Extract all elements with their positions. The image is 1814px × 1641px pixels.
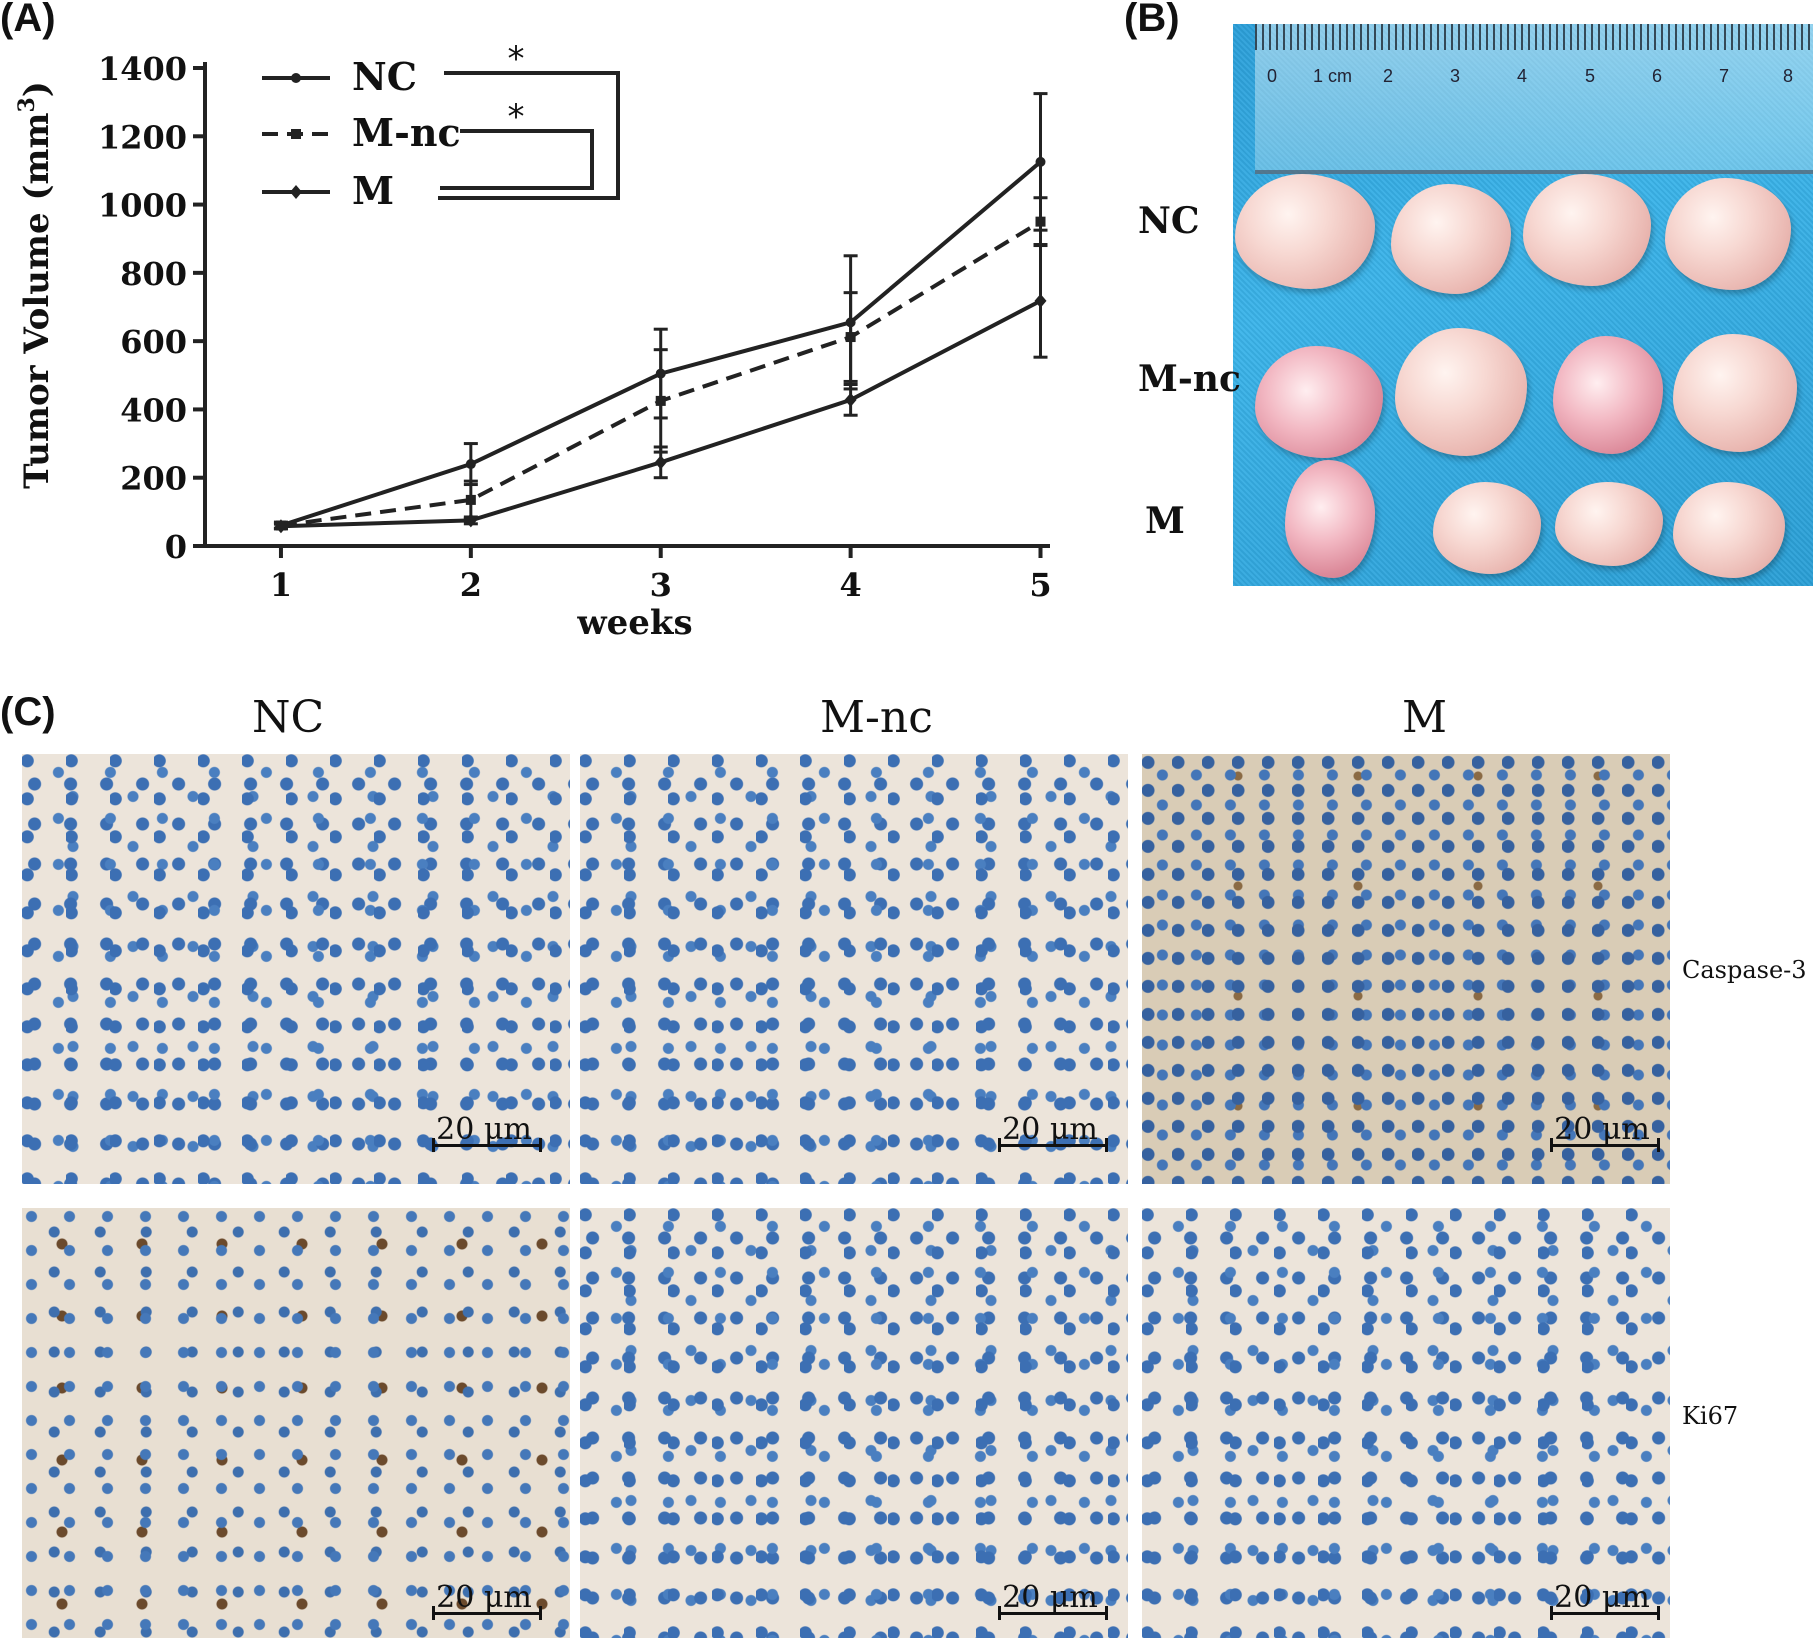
tumor-m-4 — [1673, 482, 1785, 578]
tumor-mnc-4 — [1673, 334, 1797, 452]
x-tick-label: 1 — [270, 566, 292, 604]
data-point — [655, 395, 666, 406]
tumor-mnc-3 — [1553, 336, 1663, 454]
y-axis-label-close: ) — [17, 81, 57, 97]
legend-label: M — [352, 168, 394, 213]
scale-bar-label: 20 μm — [436, 1580, 532, 1615]
data-point — [465, 459, 476, 470]
significance-bracket-mnc-m — [440, 129, 594, 190]
ihc-image-ki67-nc: 20 μm — [22, 1208, 570, 1638]
ruler: 0 1 cm 2 3 4 5 6 7 8 — [1255, 24, 1813, 174]
significance-bracket-nc-m — [438, 71, 620, 200]
photo-row-label-m: M — [1145, 500, 1185, 542]
tumor-photo: 0 1 cm 2 3 4 5 6 7 8 — [1233, 24, 1813, 586]
panel-letter-a: (A) — [0, 0, 56, 40]
ihc-image-caspase3-mnc: 20 μm — [580, 754, 1128, 1184]
series-m — [273, 243, 1048, 534]
legend-marker — [290, 185, 302, 199]
x-axis-label: weeks — [576, 603, 692, 643]
y-tick-label: 0 — [165, 528, 187, 566]
y-tick-label: 400 — [120, 391, 187, 429]
data-point — [845, 332, 856, 343]
tumor-m-3 — [1555, 482, 1663, 566]
tumor-m-1 — [1285, 460, 1375, 578]
ruler-label: 4 — [1517, 66, 1528, 86]
tumor-nc-1 — [1235, 174, 1375, 289]
scale-bar — [1550, 1606, 1660, 1620]
ihc-header-mnc: M-nc — [820, 692, 933, 743]
scale-bar-label: 20 μm — [1554, 1580, 1650, 1615]
scale-bar-label: 20 μm — [1554, 1112, 1650, 1147]
y-tick-label: 1400 — [98, 50, 187, 88]
ihc-image-ki67-mnc: 20 μm — [580, 1208, 1128, 1638]
significance-star: * — [508, 97, 525, 137]
y-tick-label: 200 — [120, 460, 187, 498]
ruler-label: 0 — [1267, 66, 1278, 86]
scale-bar — [998, 1606, 1108, 1620]
scale-bar — [432, 1606, 542, 1620]
tumor-nc-3 — [1523, 174, 1651, 286]
ruler-label: 2 — [1383, 66, 1394, 86]
x-tick-label: 3 — [650, 566, 672, 604]
data-point — [274, 519, 287, 534]
tumor-volume-chart: 0 200 400 600 800 1000 1200 1400 1 2 3 4 5 NC M-nc M * *… — [14, 39, 1052, 643]
chart-series — [273, 92, 1048, 534]
legend-label: NC — [352, 54, 417, 99]
ruler-label: 6 — [1652, 66, 1663, 86]
scale-bar-label: 20 μm — [436, 1112, 532, 1147]
x-tick-label: 2 — [460, 566, 482, 604]
ruler-label: 5 — [1585, 66, 1596, 86]
data-point — [844, 392, 857, 407]
tumor-mnc-1 — [1255, 346, 1383, 458]
legend-marker — [291, 73, 301, 83]
legend-label: M-nc — [352, 110, 461, 155]
data-point — [1034, 293, 1047, 308]
data-point — [1035, 216, 1046, 227]
tumor-nc-2 — [1391, 184, 1511, 294]
y-tick-label: 1200 — [98, 118, 187, 156]
y-tick-label: 1000 — [98, 187, 187, 225]
scale-bar — [432, 1138, 542, 1152]
tumor-nc-4 — [1665, 178, 1791, 290]
ruler-label: 1 cm — [1313, 66, 1353, 86]
series-m-nc — [273, 196, 1048, 531]
data-point — [654, 455, 667, 470]
scale-bar — [1550, 1138, 1660, 1152]
photo-row-label-mnc: M-nc — [1138, 358, 1241, 400]
x-tick-label: 5 — [1029, 566, 1051, 604]
chart-axes: 0 200 400 600 800 1000 1200 1400 1 2 3 4 5 — [98, 50, 1052, 604]
ihc-image-ki67-m: 20 μm — [1142, 1208, 1670, 1638]
x-tick-label: 4 — [839, 566, 861, 604]
scale-bar-label: 20 μm — [1002, 1580, 1098, 1615]
data-point — [1035, 156, 1046, 167]
y-axis-label: Tumor Volume (mm3) — [14, 81, 57, 489]
panel-letter-c: (C) — [0, 690, 56, 734]
chart-legend: NC M-nc M * * — [262, 39, 620, 213]
photo-row-label-nc: NC — [1138, 200, 1200, 242]
ruler-label: 7 — [1719, 66, 1730, 86]
data-point — [464, 513, 477, 528]
ruler-ticks — [1255, 24, 1813, 50]
scale-bar — [998, 1138, 1108, 1152]
scale-bar-label: 20 μm — [1002, 1112, 1098, 1147]
tumor-mnc-2 — [1395, 328, 1527, 456]
data-point — [465, 494, 476, 505]
tumor-m-2 — [1433, 482, 1541, 574]
y-tick-label: 800 — [120, 255, 187, 293]
y-axis-label-superscript: 3 — [14, 97, 40, 112]
panel-letter-b: (B) — [1124, 0, 1180, 40]
significance-star: * — [508, 39, 525, 79]
ihc-header-m: M — [1402, 692, 1448, 743]
y-axis-label-main: Tumor Volume (mm — [17, 113, 57, 489]
ihc-image-caspase3-nc: 20 μm — [22, 754, 570, 1184]
ruler-label: 3 — [1450, 66, 1461, 86]
ruler-label: 8 — [1783, 66, 1794, 86]
ihc-row-label-ki67: Ki67 — [1682, 1402, 1739, 1430]
ihc-image-caspase3-m: 20 μm — [1142, 754, 1670, 1184]
ihc-header-nc: NC — [252, 692, 325, 743]
y-tick-label: 600 — [120, 323, 187, 361]
ihc-row-label-caspase3: Caspase-3 — [1682, 956, 1807, 984]
legend-marker — [291, 129, 301, 139]
